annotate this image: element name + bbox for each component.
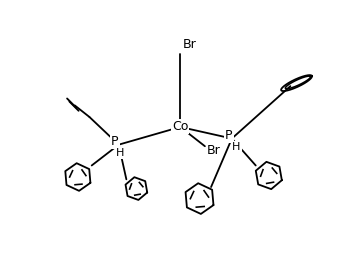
Text: P: P: [225, 129, 232, 142]
Text: P: P: [111, 135, 119, 148]
Text: H: H: [116, 148, 124, 158]
Text: Br: Br: [182, 38, 196, 51]
Text: H: H: [232, 142, 241, 152]
Text: Br: Br: [207, 144, 221, 157]
Text: Co: Co: [172, 121, 188, 133]
